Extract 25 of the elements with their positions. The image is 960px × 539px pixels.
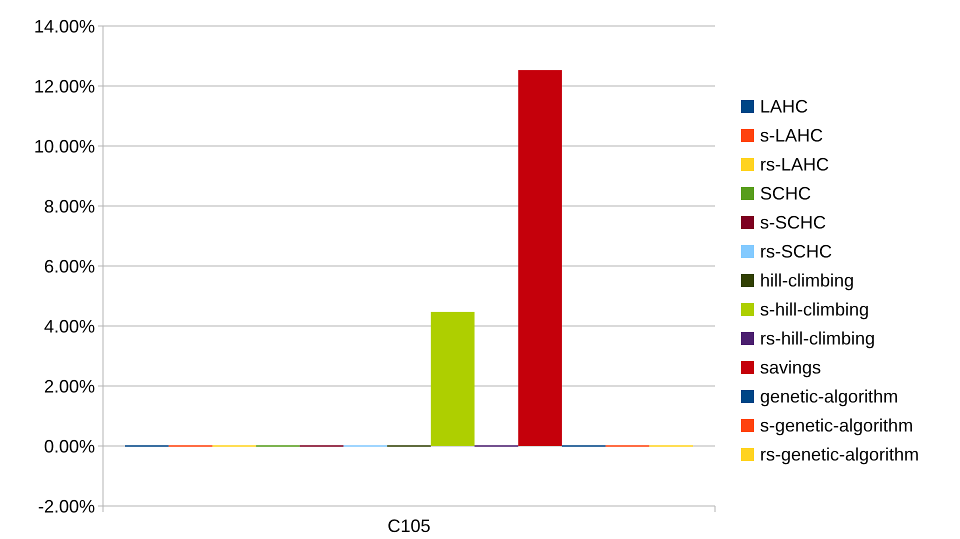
legend-label: genetic-algorithm: [760, 386, 898, 406]
y-tick-label: 0.00%: [44, 436, 95, 456]
y-tick-label: 4.00%: [44, 316, 95, 336]
y-tick-label: -2.00%: [38, 496, 95, 516]
legend-label: rs-hill-climbing: [760, 328, 876, 348]
x-tick-label: C105: [387, 516, 431, 536]
legend-label: rs-SCHC: [760, 241, 832, 262]
y-tick-label: 12.00%: [34, 76, 95, 96]
legend-label: s-genetic-algorithm: [760, 415, 914, 436]
legend-label: hill-climbing: [760, 270, 854, 290]
bar: [518, 70, 562, 446]
legend-label: s-SCHC: [760, 212, 826, 232]
y-tick-label: 2.00%: [44, 376, 95, 396]
legend-label: rs-genetic-algorithm: [760, 444, 920, 464]
legend-label: SCHC: [760, 183, 812, 204]
y-tick-label: 6.00%: [44, 256, 95, 276]
y-tick-label: 14.00%: [34, 16, 95, 36]
legend-label: LAHC: [760, 96, 808, 116]
legend-label: s-hill-climbing: [760, 299, 870, 320]
bar: [430, 312, 475, 446]
legend-label: s-LAHC: [760, 125, 824, 146]
y-tick-label: 10.00%: [34, 136, 95, 156]
y-tick-label: 8.00%: [44, 196, 95, 216]
legend-label: rs-LAHC: [760, 154, 830, 174]
legend-label: savings: [760, 357, 822, 378]
